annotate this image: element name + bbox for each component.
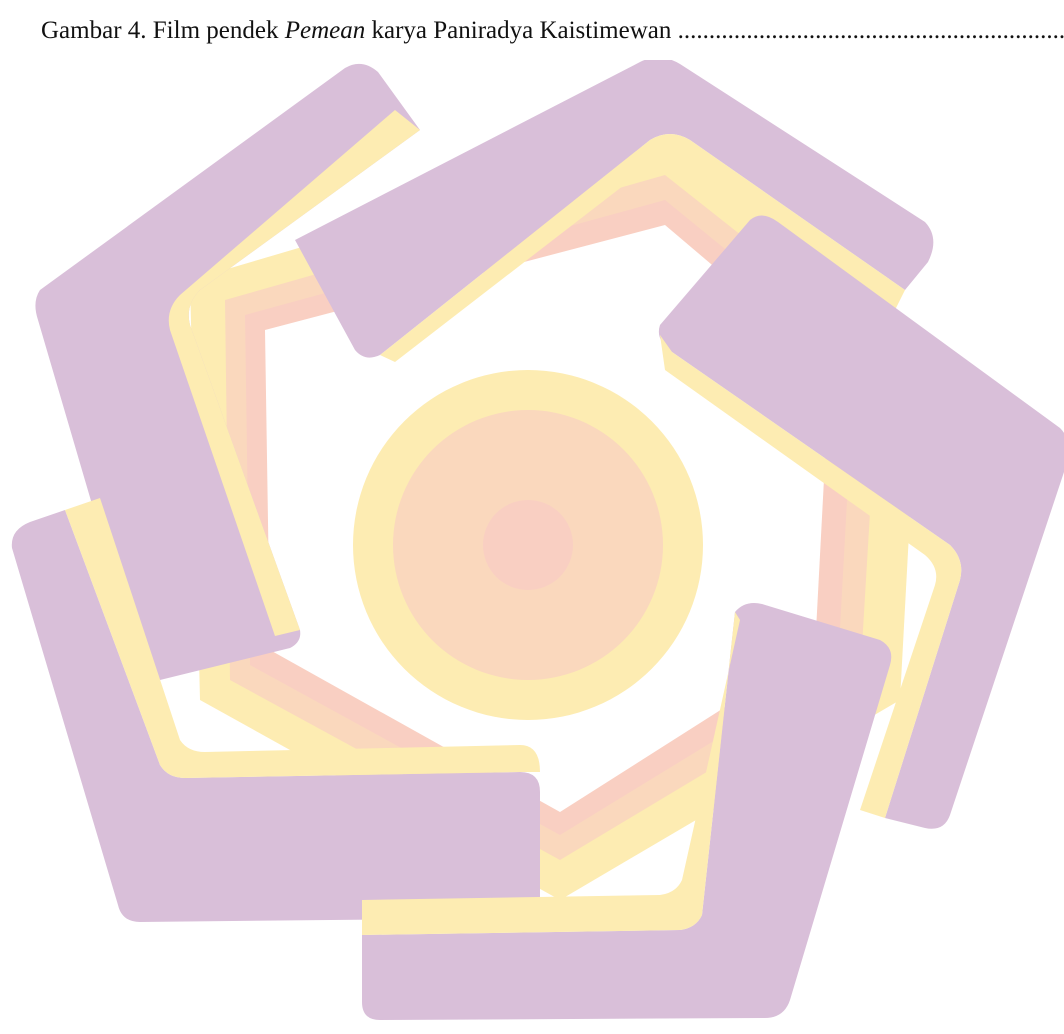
university-logo-watermark-icon <box>11 60 1064 1020</box>
logo-arm-right-band <box>660 335 962 818</box>
toc-entry-italic-title: Pemean <box>284 17 366 44</box>
toc-entry-leader: ........................................… <box>677 17 1064 44</box>
logo-arm-bottom-band <box>362 612 740 935</box>
logo-arm-lower-left <box>11 510 541 922</box>
toc-entry-prefix: Gambar 4. Film pendek <box>41 17 285 44</box>
logo-arm-upper-left-band <box>168 110 420 636</box>
logo-arm-upper-left <box>35 63 421 681</box>
toc-entry-suffix: karya Paniradya Kaistimewan <box>365 17 678 44</box>
logo-arm-bottom <box>362 603 892 1020</box>
logo-arm-right <box>658 215 1064 829</box>
logo-arm-top <box>295 60 934 358</box>
logo-arm-lower-left-band <box>65 498 540 778</box>
toc-entry-figure-4: Gambar 4. Film pendek Pemean karya Panir… <box>41 14 1064 48</box>
logo-center-inner <box>483 500 573 590</box>
